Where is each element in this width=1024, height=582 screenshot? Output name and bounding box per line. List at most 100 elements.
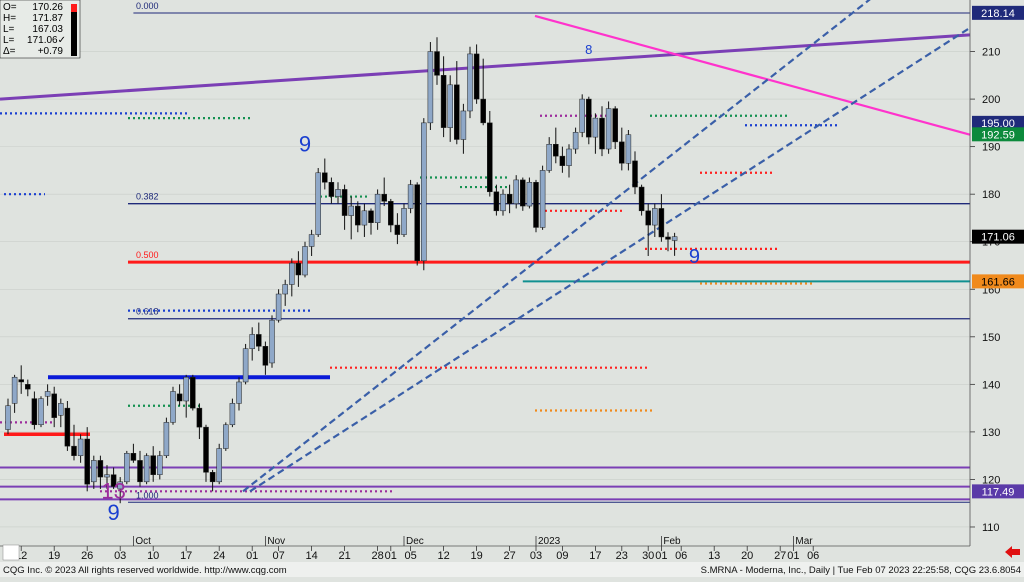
month-label: Mar xyxy=(795,536,813,547)
ohlc-box-bar xyxy=(71,4,77,56)
candle-down xyxy=(619,141,625,164)
candle-down xyxy=(18,379,24,383)
candle-down xyxy=(368,210,374,223)
ohlc-low-value: 167.03 xyxy=(32,24,63,35)
candle-up xyxy=(308,234,315,247)
x-tick-label: 10 xyxy=(147,550,159,562)
candle-down xyxy=(553,144,559,157)
candle-up xyxy=(407,184,414,209)
y-tick-label: 150 xyxy=(982,332,1000,344)
x-tick-label: 09 xyxy=(556,550,568,562)
candle-down xyxy=(137,460,143,483)
candle-up xyxy=(361,210,368,226)
scroll-left-arrow-icon[interactable] xyxy=(1005,546,1020,558)
candle-down xyxy=(586,98,592,138)
x-tick-label: 26 xyxy=(81,550,93,562)
price-tag-text: 171.06 xyxy=(981,232,1015,244)
price-tag-text: 218.14 xyxy=(981,8,1015,20)
x-tick-label: 14 xyxy=(305,550,317,562)
x-tick-label: 28 xyxy=(371,550,383,562)
candle-up xyxy=(539,170,546,228)
price-tag-text: 195.00 xyxy=(981,118,1015,130)
corner-button[interactable] xyxy=(2,544,20,561)
candle-up xyxy=(374,193,381,223)
candle-down xyxy=(295,262,302,276)
status-bar xyxy=(0,562,1024,577)
price-tag-bg xyxy=(972,484,1024,499)
count-labels: 9999138 xyxy=(48,34,700,525)
candle-up xyxy=(170,391,176,423)
y-tick-label: 190 xyxy=(982,142,1000,154)
candle-down xyxy=(176,393,183,402)
candle-down xyxy=(130,453,137,461)
y-tick-label: 130 xyxy=(982,427,1000,439)
candle-up xyxy=(163,422,170,456)
ohlc-box-bar-top xyxy=(71,4,77,12)
candle-up xyxy=(223,424,229,449)
candle-up xyxy=(579,98,585,133)
candle-down xyxy=(97,460,104,478)
candle-down xyxy=(51,393,57,418)
x-tick-label: 03 xyxy=(530,550,542,562)
candle-up xyxy=(5,405,11,430)
candle-up xyxy=(91,460,97,483)
candle-up xyxy=(421,122,427,261)
candle-down xyxy=(658,208,665,238)
candle-up xyxy=(157,455,163,475)
candle-down xyxy=(638,186,645,212)
candle-up xyxy=(605,108,612,150)
ohlc-high-value: 171.87 xyxy=(32,13,63,24)
candle-up xyxy=(348,205,354,216)
candle-down xyxy=(394,224,401,235)
fib-382-label: 0.382 xyxy=(136,192,159,202)
x-tick-label: 23 xyxy=(616,550,628,562)
price-tag-bg xyxy=(972,229,1024,244)
candle-down xyxy=(599,117,605,150)
candle-up xyxy=(117,481,123,490)
ohlc-box: O= 170.26 H= 171.87 L= 167.03 L= 171.06✓… xyxy=(0,0,81,59)
candle-up xyxy=(124,453,130,483)
x-tick-label: 21 xyxy=(338,550,350,562)
ohlc-box-bg xyxy=(0,0,81,59)
candle-up xyxy=(315,172,321,235)
candle-up xyxy=(236,381,242,404)
count-label: 9 xyxy=(689,246,700,268)
price-tag-bg xyxy=(972,127,1024,142)
candle-down xyxy=(665,236,671,240)
candle-up xyxy=(143,455,150,483)
y-tick-label: 140 xyxy=(982,379,1000,391)
candle-up xyxy=(269,319,275,364)
candlestick-series[interactable] xyxy=(5,37,678,504)
candle-down xyxy=(328,182,335,197)
count-label: 8 xyxy=(585,42,592,57)
candle-up xyxy=(513,179,519,204)
candle-up xyxy=(427,51,434,124)
candle-up xyxy=(671,236,678,241)
candle-up xyxy=(44,391,51,397)
candle-up xyxy=(526,182,533,207)
candle-down xyxy=(110,474,117,487)
candle-up xyxy=(572,132,579,150)
candle-down xyxy=(533,182,539,228)
candle-down xyxy=(190,376,196,409)
candle-up xyxy=(282,284,288,295)
candle-up xyxy=(625,134,632,164)
x-tick-label: 24 xyxy=(213,550,225,562)
ohlc-last-label: L= xyxy=(3,35,15,46)
candle-up xyxy=(401,208,407,235)
candle-down xyxy=(341,189,348,216)
candle-up xyxy=(447,84,453,128)
magenta-trendline xyxy=(534,14,971,136)
x-tick-label: 27 xyxy=(774,550,786,562)
candle-up xyxy=(229,403,236,426)
candle-down xyxy=(473,53,480,100)
candle-down xyxy=(434,51,440,76)
candle-down xyxy=(381,193,387,202)
fib-500-label: 0.500 xyxy=(136,250,159,260)
fib-levels: 0.000 0.382 0.500 0.618 1.000 xyxy=(128,1,970,503)
candle-up xyxy=(302,246,308,276)
count-label: 13 xyxy=(101,478,125,503)
